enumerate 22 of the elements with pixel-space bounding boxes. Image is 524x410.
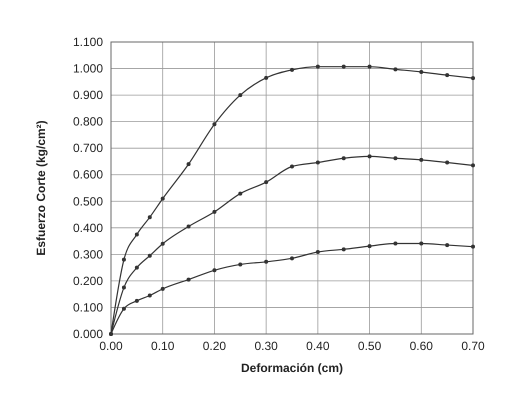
x-tick-label: 0.30 <box>254 339 278 353</box>
y-tick-label: 0.200 <box>72 274 104 288</box>
x-axis-title: Deformación (cm) <box>240 361 344 375</box>
x-tick-label: 0.70 <box>461 339 485 353</box>
x-tick-label: 0.40 <box>306 339 330 353</box>
y-tick-label: 0.000 <box>72 327 104 341</box>
y-tick-label: 0.800 <box>72 114 104 129</box>
x-tick-label: 0.50 <box>358 339 382 353</box>
y-tick-label: 0.400 <box>72 220 104 235</box>
x-tick-label: 0.00 <box>99 339 123 353</box>
y-tick-label: 0.100 <box>72 300 104 314</box>
y-tick-label: 0.600 <box>72 168 104 182</box>
x-tick-label: 0.10 <box>151 339 175 353</box>
y-tick-label: 1.100 <box>72 35 104 49</box>
x-tick-label: 0.60 <box>410 339 434 353</box>
x-tick-label: 0.20 <box>202 339 226 353</box>
y-tick-label: 0.900 <box>72 88 104 102</box>
y-tick-label: 0.700 <box>72 141 104 156</box>
y-axis-title: Esfuerzo Corte (kg/cm²) <box>34 120 48 256</box>
y-tick-label: 0.300 <box>72 247 104 262</box>
y-tick-label: 0.500 <box>72 194 104 208</box>
y-tick-label: 1.000 <box>72 62 104 76</box>
